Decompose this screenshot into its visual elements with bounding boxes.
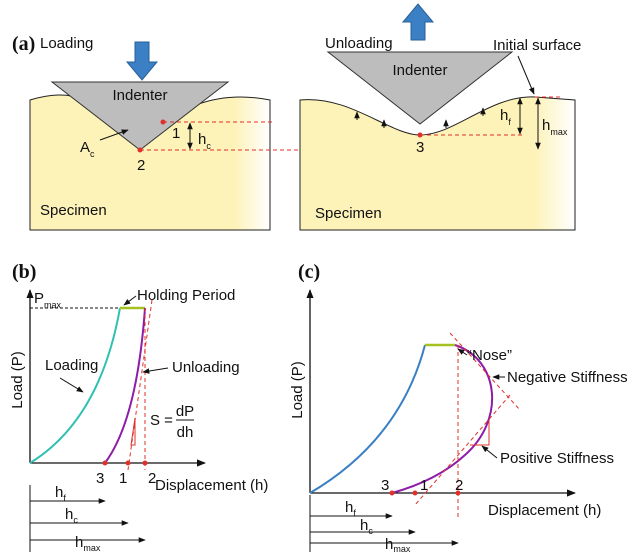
h-c-sub: c [368,526,373,536]
circle-shape [125,460,131,466]
line-shape [123,295,137,306]
path-shape [309,344,426,494]
points-2: 2 [455,477,463,494]
a-point-3: 3 [416,139,424,156]
b-x-axis: Displacement (h) [155,477,268,494]
circle-shape [455,490,461,496]
p-max-sub: max [44,300,62,310]
circle-shape [142,460,148,466]
h-c-base: h [360,517,368,534]
text-shape: Pmax [34,290,62,310]
points-1: 1 [420,477,428,494]
line-shape [99,129,129,141]
text-shape: hc [360,517,373,536]
text-shape: hmax [75,534,101,552]
contact-depth-sub: c [206,141,211,151]
points-0: 3 [96,470,104,487]
circle-shape [102,460,108,466]
text-shape: hf [345,499,356,518]
b-holding-period: Holding Period [137,287,235,304]
g-shape [354,107,486,128]
a-unloading: Unloading [325,35,393,52]
a-loading: Loading [40,35,93,52]
a-initial-surface: Initial surface [493,37,581,54]
a-specimen-right: Specimen [315,205,382,222]
c-negative-stiffness: Negative Stiffness [507,369,628,386]
path-shape [401,3,435,41]
c-x-axis: Displacement (h) [488,502,601,519]
a-indenter-left: Indenter [112,87,167,104]
h-max-base: h [75,534,83,551]
a-specimen-left: Specimen [40,202,107,219]
a-label: (a) [12,33,35,55]
text-shape: hmax [385,536,411,552]
path-shape [125,41,159,81]
text-shape: Ac [80,139,95,159]
points-2: 2 [148,470,156,487]
line-shape [59,377,84,393]
stiffness-lhs: S = [150,412,173,429]
h-f-sub: f [353,508,356,518]
path-shape [130,417,136,446]
max-depth-sub: max [550,127,568,137]
text-shape: hc [198,131,211,151]
text-shape: hmax [542,117,568,137]
c-label: (c) [298,261,320,283]
p-max-base: P [34,290,44,307]
h-f-base: h [345,499,353,516]
h-f-base: h [55,484,63,501]
h-max-sub: max [393,544,411,552]
line-shape [127,299,153,471]
contact-area-sub: c [90,149,95,159]
final-depth-base: h [500,107,508,124]
b-loading: Loading [45,357,98,374]
line-shape [457,348,468,356]
path-shape [104,307,146,464]
a-indenter-right: Indenter [392,62,447,79]
path-shape [50,81,230,151]
h-max-base: h [385,536,393,552]
path-shape [470,420,490,446]
b-y-axis: Load (P) [9,351,26,409]
path-shape [29,307,121,464]
path-shape [299,96,576,231]
line-shape [481,445,498,459]
line-shape [142,367,169,374]
b-label: (b) [12,261,36,283]
text-shape: hf [500,107,511,127]
c-nose: “Nose” [467,347,512,364]
stiffness-num: dP [176,403,194,420]
max-depth-base: h [542,117,550,134]
h-c-sub: c [73,515,78,525]
stiffness-den: dh [177,424,194,441]
points-1: 1 [119,470,127,487]
c-positive-stiffness: Positive Stiffness [500,450,614,467]
path-shape [326,51,514,125]
contact-depth-base: h [198,131,206,148]
h-c-base: h [65,506,73,523]
h-max-sub: max [83,543,101,552]
a-point-1: 1 [172,125,180,142]
contact-area-base: A [80,139,90,156]
text-shape: hc [65,506,78,525]
line-shape [414,394,511,506]
line-shape [517,55,535,95]
c-y-axis: Load (P) [289,361,306,419]
a-point-2: 2 [137,157,145,174]
circle-shape [412,490,418,496]
final-depth-sub: f [508,117,511,127]
path-shape [391,344,494,494]
text-shape: hf [55,484,66,503]
points-0: 3 [381,477,389,494]
h-f-sub: f [63,493,66,503]
circle-shape [389,490,395,496]
b-unloading: Unloading [172,359,240,376]
